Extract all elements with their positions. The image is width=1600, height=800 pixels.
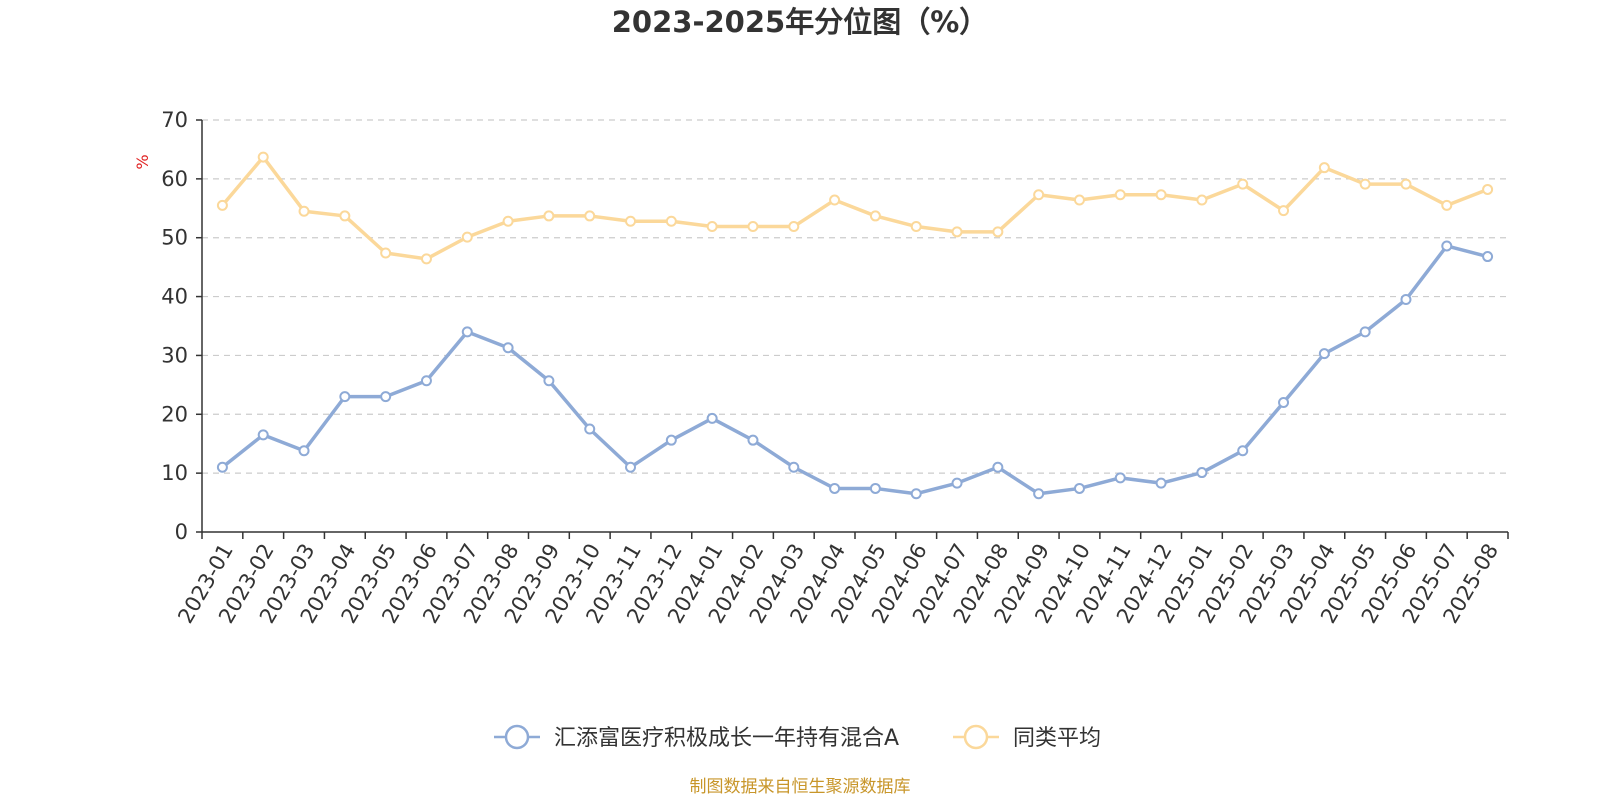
y-tick-label: 0: [175, 520, 188, 544]
data-point[interactable]: [788, 461, 800, 473]
data-point[interactable]: [380, 391, 392, 403]
data-point[interactable]: [502, 342, 514, 354]
data-point[interactable]: [829, 194, 841, 206]
series-line: [221, 155, 1489, 261]
data-point[interactable]: [298, 205, 310, 217]
y-tick-label: 50: [161, 226, 188, 250]
y-axis-unit: %: [133, 154, 152, 169]
data-point[interactable]: [951, 226, 963, 238]
data-point[interactable]: [420, 253, 432, 265]
data-point[interactable]: [1073, 482, 1085, 494]
data-point[interactable]: [910, 488, 922, 500]
data-point[interactable]: [992, 461, 1004, 473]
data-point[interactable]: [339, 210, 351, 222]
data-point[interactable]: [543, 375, 555, 387]
y-tick-label: 60: [161, 167, 188, 191]
data-point[interactable]: [1196, 194, 1208, 206]
data-point[interactable]: [625, 461, 637, 473]
data-point[interactable]: [829, 482, 841, 494]
data-point[interactable]: [543, 210, 555, 222]
data-point[interactable]: [625, 215, 637, 227]
data-point[interactable]: [1073, 194, 1085, 206]
data-point[interactable]: [584, 423, 596, 435]
data-point[interactable]: [1033, 488, 1045, 500]
grid-lines: [202, 119, 1508, 474]
y-tick-label: 40: [161, 285, 188, 309]
data-point[interactable]: [706, 221, 718, 233]
data-point[interactable]: [257, 429, 269, 441]
data-point[interactable]: [216, 461, 228, 473]
data-point[interactable]: [1278, 397, 1290, 409]
data-point[interactable]: [747, 434, 759, 446]
data-point[interactable]: [1400, 294, 1412, 306]
series-layer: [216, 151, 1494, 500]
data-point[interactable]: [747, 221, 759, 233]
y-tick-label: 10: [161, 461, 188, 485]
legend-item[interactable]: 同类平均: [953, 724, 1101, 751]
data-point[interactable]: [1033, 189, 1045, 201]
data-point[interactable]: [951, 477, 963, 489]
data-point[interactable]: [992, 226, 1004, 238]
data-point[interactable]: [502, 215, 514, 227]
legend-item[interactable]: 汇添富医疗积极成长一年持有混合A: [494, 724, 899, 751]
data-point[interactable]: [1155, 189, 1167, 201]
legend-swatch-marker: [504, 724, 530, 750]
data-point[interactable]: [1482, 183, 1494, 195]
data-point[interactable]: [257, 151, 269, 163]
data-point[interactable]: [1482, 251, 1494, 263]
data-point[interactable]: [339, 391, 351, 403]
series-line: [221, 244, 1489, 496]
data-point[interactable]: [1155, 477, 1167, 489]
y-tick-label: 20: [161, 402, 188, 426]
data-point[interactable]: [1114, 472, 1126, 484]
data-point[interactable]: [1441, 199, 1453, 211]
legend[interactable]: 汇添富医疗积极成长一年持有混合A 同类平均: [494, 724, 1101, 751]
legend-swatch-marker: [963, 724, 989, 750]
data-point[interactable]: [665, 434, 677, 446]
data-point[interactable]: [1237, 445, 1249, 457]
data-point[interactable]: [1400, 178, 1412, 190]
data-point[interactable]: [1278, 205, 1290, 217]
data-point[interactable]: [869, 482, 881, 494]
legend-label: 同类平均: [1013, 726, 1101, 751]
source-note: 制图数据来自恒生聚源数据库: [690, 777, 911, 797]
legend-label: 汇添富医疗积极成长一年持有混合A: [554, 726, 899, 751]
data-point[interactable]: [1318, 162, 1330, 174]
data-point[interactable]: [1196, 467, 1208, 479]
y-tick-label: 30: [161, 343, 188, 367]
data-point[interactable]: [706, 412, 718, 424]
data-point[interactable]: [298, 445, 310, 457]
series-group: [216, 151, 1494, 265]
data-point[interactable]: [869, 210, 881, 222]
data-point[interactable]: [1114, 189, 1126, 201]
data-point[interactable]: [584, 210, 596, 222]
data-point[interactable]: [1441, 240, 1453, 252]
y-tick-label: 70: [161, 108, 188, 132]
data-point[interactable]: [1237, 178, 1249, 190]
data-point[interactable]: [461, 326, 473, 338]
data-point[interactable]: [788, 221, 800, 233]
data-point[interactable]: [1318, 348, 1330, 360]
data-point[interactable]: [461, 231, 473, 243]
series-group: [216, 240, 1494, 500]
data-point[interactable]: [216, 199, 228, 211]
chart-title: 2023-2025年分位图（%）: [612, 5, 989, 39]
data-point[interactable]: [1359, 178, 1371, 190]
data-point[interactable]: [1359, 326, 1371, 338]
data-point[interactable]: [420, 375, 432, 387]
data-point[interactable]: [665, 215, 677, 227]
data-point[interactable]: [910, 221, 922, 233]
data-point[interactable]: [380, 247, 392, 259]
